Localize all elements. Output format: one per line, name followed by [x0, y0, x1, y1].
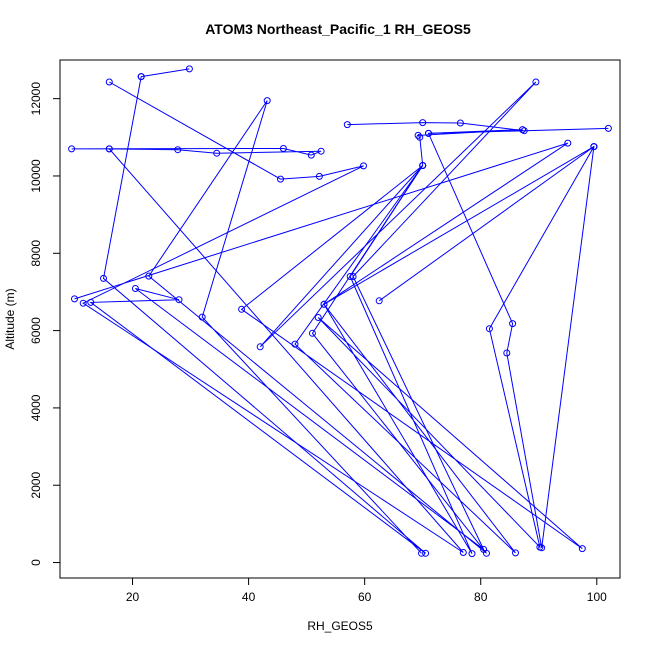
x-tick-label: 40 [242, 590, 256, 604]
data-point [105, 78, 113, 86]
series-path-4 [71, 119, 612, 552]
x-axis-label: RH_GEOS5 [307, 619, 373, 633]
data-point [175, 296, 183, 304]
data-point [343, 121, 351, 129]
data-point [308, 329, 316, 337]
data-point [315, 172, 323, 180]
data-point [137, 73, 145, 81]
series-line [240, 129, 595, 554]
x-axis: 20 40 60 80 100 [126, 577, 607, 604]
data-point [509, 320, 517, 328]
series-path-5 [375, 143, 598, 305]
y-axis-label: Altitude (m) [3, 288, 17, 349]
data-point [536, 543, 544, 551]
data-point [185, 65, 193, 73]
data-point [71, 295, 78, 303]
data-point [519, 126, 526, 134]
y-tick-label: 2000 [29, 472, 43, 499]
data-point [520, 127, 528, 135]
data-point [512, 549, 519, 557]
data-point [503, 349, 511, 357]
data-point [314, 314, 322, 321]
x-tick-label: 80 [474, 590, 488, 604]
data-point [198, 313, 206, 321]
data-point [360, 162, 367, 170]
data-point [279, 145, 287, 152]
data-point [468, 550, 476, 558]
data-point [419, 162, 427, 169]
series-path-6 [238, 126, 598, 558]
data-point [238, 305, 246, 313]
data-point [456, 119, 464, 127]
data-point [79, 299, 87, 307]
series-path-1 [68, 78, 467, 556]
data-point [131, 285, 139, 292]
data-point [256, 343, 264, 351]
data-point [485, 325, 493, 333]
data-point [87, 298, 95, 306]
chart-title: ATOM3 Northeast_Pacific_1 RH_GEOS5 [205, 21, 471, 37]
x-tick-label: 20 [126, 590, 140, 604]
y-tick-label: 4000 [29, 394, 43, 421]
data-point [425, 129, 432, 137]
data-point [459, 549, 467, 556]
data-point [307, 151, 315, 159]
x-tick-label: 60 [358, 590, 372, 604]
data-layer [68, 65, 612, 558]
data-point [320, 300, 328, 308]
data-point [416, 133, 424, 141]
series-line [141, 68, 190, 78]
x-tick-label: 100 [587, 590, 607, 604]
data-point [100, 274, 107, 282]
y-axis: 0 2000 4000 6000 8000 10000 12000 [29, 82, 61, 566]
series-line [378, 146, 595, 302]
series-line [71, 81, 464, 553]
series-line [89, 76, 537, 554]
data-point [346, 273, 354, 280]
data-point [68, 145, 76, 153]
data-point [174, 146, 182, 154]
series-path-3 [137, 65, 193, 81]
data-point [263, 97, 271, 105]
plot-area [59, 59, 621, 579]
series-line [74, 122, 609, 548]
series-path-2 [87, 73, 540, 557]
data-point [277, 175, 284, 183]
data-point [317, 147, 325, 155]
data-point [578, 545, 586, 553]
y-tick-label: 8000 [29, 240, 43, 267]
data-point [213, 149, 221, 157]
y-tick-label: 0 [29, 559, 43, 566]
data-point [564, 139, 572, 147]
data-point [375, 297, 383, 305]
data-point [414, 131, 422, 139]
data-point [604, 124, 612, 132]
data-point [483, 549, 490, 557]
y-tick-label: 10000 [29, 159, 43, 193]
data-point [422, 549, 430, 557]
data-point [418, 549, 425, 557]
data-point [291, 340, 299, 348]
data-point [105, 145, 113, 153]
y-tick-label: 6000 [29, 317, 43, 344]
data-point [419, 119, 427, 127]
data-point [590, 143, 598, 151]
y-tick-label: 12000 [29, 82, 43, 116]
data-point [532, 78, 540, 86]
